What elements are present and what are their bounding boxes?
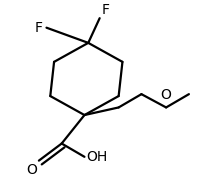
Text: O: O: [161, 88, 172, 102]
Text: OH: OH: [86, 150, 108, 164]
Text: F: F: [35, 21, 43, 35]
Text: F: F: [101, 3, 110, 17]
Text: O: O: [26, 163, 37, 177]
